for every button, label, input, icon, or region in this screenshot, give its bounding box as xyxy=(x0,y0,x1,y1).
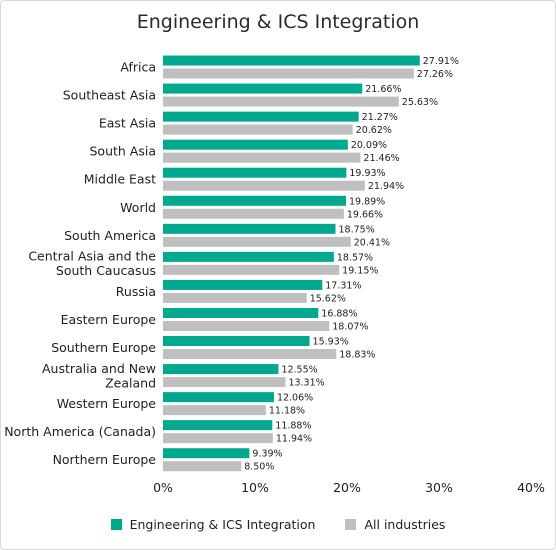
bar-engineering xyxy=(163,111,359,122)
bar-engineering xyxy=(163,364,279,375)
category-label: South America xyxy=(64,228,156,243)
category-label: Northern Europe xyxy=(53,452,157,467)
x-tick-label: 30% xyxy=(425,480,453,495)
category-label: South Asia xyxy=(90,144,157,159)
category-label: Western Europe xyxy=(57,396,157,411)
data-label-engineering: 21.66% xyxy=(365,84,401,95)
x-tick-label: 20% xyxy=(333,480,361,495)
data-label-engineering: 19.93% xyxy=(349,168,385,179)
data-label-all-industries: 20.62% xyxy=(356,125,392,136)
category-label: Australia and New Zealand xyxy=(42,361,156,391)
bar-all-industries xyxy=(163,180,365,191)
bar-engineering xyxy=(163,223,336,234)
bar-all-industries xyxy=(163,96,399,107)
category-label: World xyxy=(120,200,156,215)
bar-all-industries xyxy=(163,264,340,275)
legend-label-all-industries: All industries xyxy=(364,517,446,532)
x-tick-label: 10% xyxy=(241,480,269,495)
legend-swatch-engineering xyxy=(110,519,122,530)
data-label-all-industries: 11.94% xyxy=(276,434,312,445)
bar-all-industries xyxy=(163,377,286,388)
data-label-all-industries: 27.26% xyxy=(417,69,453,80)
data-label-engineering: 21.27% xyxy=(362,112,398,123)
bar-all-industries xyxy=(163,433,273,444)
category-label: North America (Canada) xyxy=(4,424,156,439)
bar-engineering xyxy=(163,83,363,94)
category-label: Eastern Europe xyxy=(61,312,157,327)
bar-all-industries xyxy=(163,124,353,135)
bar-engineering xyxy=(163,251,334,262)
bar-engineering xyxy=(163,279,323,290)
category-label: Central Asia and the South Caucasus xyxy=(28,249,156,279)
chart-legend: Engineering & ICS Integration All indust… xyxy=(1,517,555,532)
bar-engineering xyxy=(163,307,319,318)
legend-item-all-industries: All industries xyxy=(345,517,445,532)
data-label-engineering: 15.93% xyxy=(313,337,349,348)
x-tick-label: 0% xyxy=(153,480,173,495)
bar-all-industries xyxy=(163,68,414,79)
legend-label-engineering: Engineering & ICS Integration xyxy=(129,517,316,532)
data-label-all-industries: 11.18% xyxy=(269,406,305,417)
category-label: Southeast Asia xyxy=(63,88,156,103)
data-label-engineering: 12.06% xyxy=(277,393,313,404)
data-label-all-industries: 20.41% xyxy=(354,237,390,248)
bar-engineering xyxy=(163,139,348,150)
data-label-engineering: 18.75% xyxy=(339,224,375,235)
bar-all-industries xyxy=(163,320,330,331)
category-label: Africa xyxy=(120,60,156,75)
x-tick-label: 40% xyxy=(517,480,545,495)
data-label-engineering: 18.57% xyxy=(337,252,373,263)
bar-engineering xyxy=(163,195,346,206)
data-label-all-industries: 21.94% xyxy=(368,181,404,192)
data-label-all-industries: 21.46% xyxy=(363,153,399,164)
bar-engineering xyxy=(163,336,310,347)
bar-engineering xyxy=(163,392,274,403)
data-label-all-industries: 18.83% xyxy=(339,350,375,361)
bar-engineering xyxy=(163,448,250,459)
bar-all-industries xyxy=(163,292,307,303)
bar-all-industries xyxy=(163,405,266,416)
chart-title: Engineering & ICS Integration xyxy=(136,11,420,33)
bar-engineering xyxy=(163,420,273,431)
data-label-engineering: 27.91% xyxy=(423,56,459,67)
category-label: Southern Europe xyxy=(51,340,156,355)
category-label: East Asia xyxy=(99,116,156,131)
bar-all-industries xyxy=(163,152,361,163)
data-label-all-industries: 19.15% xyxy=(342,265,378,276)
data-label-all-industries: 8.50% xyxy=(244,462,274,473)
legend-swatch-all-industries xyxy=(345,519,357,530)
bar-engineering xyxy=(163,55,420,66)
data-label-all-industries: 13.31% xyxy=(288,378,324,389)
category-label: Middle East xyxy=(84,172,156,187)
data-label-engineering: 16.88% xyxy=(321,308,357,319)
legend-item-engineering: Engineering & ICS Integration xyxy=(110,517,316,532)
bar-all-industries xyxy=(163,208,344,219)
bar-all-industries xyxy=(163,349,337,360)
data-label-engineering: 20.09% xyxy=(351,140,387,151)
data-label-all-industries: 25.63% xyxy=(402,97,438,108)
data-label-engineering: 19.89% xyxy=(349,196,385,207)
data-label-engineering: 17.31% xyxy=(325,280,361,291)
bar-all-industries xyxy=(163,236,351,247)
data-label-all-industries: 18.07% xyxy=(332,321,368,332)
data-label-engineering: 11.88% xyxy=(275,421,311,432)
category-label: Russia xyxy=(116,284,156,299)
data-label-engineering: 12.55% xyxy=(281,365,317,376)
data-label-engineering: 9.39% xyxy=(252,449,282,460)
bar-all-industries xyxy=(163,461,242,472)
data-label-all-industries: 19.66% xyxy=(347,209,383,220)
data-label-all-industries: 15.62% xyxy=(310,293,346,304)
bar-engineering xyxy=(163,167,347,178)
